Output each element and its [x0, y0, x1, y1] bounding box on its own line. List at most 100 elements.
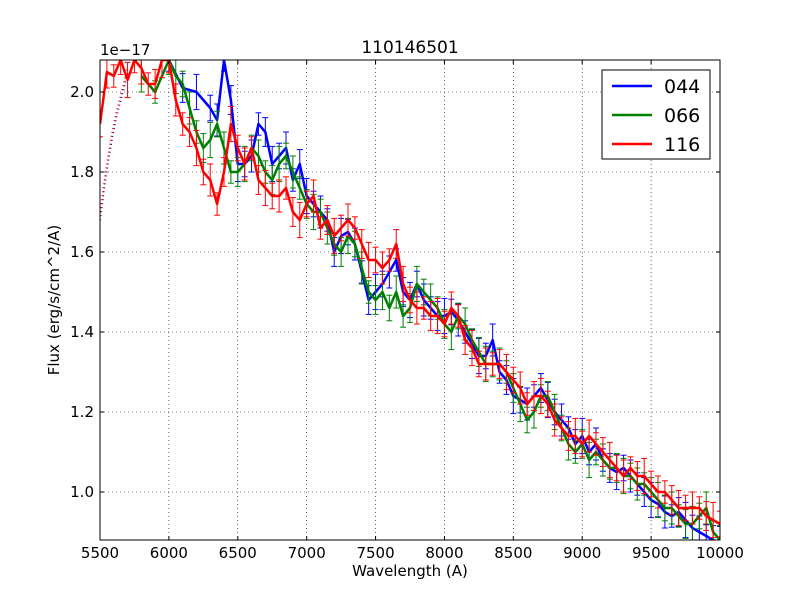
data-point — [140, 67, 143, 69]
data-point — [209, 179, 212, 181]
data-point — [422, 307, 425, 309]
data-point — [257, 123, 260, 125]
data-point — [684, 523, 687, 525]
data-point — [664, 491, 666, 493]
data-point — [478, 363, 480, 365]
data-point — [615, 467, 618, 469]
data-point — [526, 403, 528, 405]
data-point — [209, 107, 212, 109]
data-point — [181, 123, 184, 125]
legend-label-044: 044 — [664, 76, 700, 98]
data-point — [698, 507, 701, 509]
data-point — [395, 291, 398, 293]
data-point — [257, 155, 260, 157]
data-point — [567, 435, 570, 437]
x-axis-label: Wavelength (A) — [352, 562, 468, 580]
data-point — [588, 459, 590, 461]
data-point — [691, 507, 694, 509]
x-tick-label: 6000 — [150, 544, 188, 562]
data-point — [588, 435, 590, 437]
data-point — [629, 467, 632, 469]
legend-label-116: 116 — [664, 134, 700, 156]
y-tick-label: 1.6 — [70, 243, 94, 261]
axes-frame — [99, 59, 721, 541]
data-point — [202, 147, 205, 149]
data-point — [484, 363, 487, 365]
data-point — [236, 171, 239, 173]
data-point — [340, 251, 342, 253]
data-point — [106, 71, 108, 73]
data-point — [416, 283, 418, 285]
data-point — [374, 299, 377, 301]
data-point — [174, 99, 177, 101]
data-point — [188, 131, 191, 133]
data-point — [271, 163, 274, 165]
data-point — [677, 507, 680, 509]
y-tick-label: 1.0 — [70, 483, 94, 501]
x-tick-label: 5500 — [81, 544, 119, 562]
data-point — [202, 171, 205, 173]
data-point — [360, 243, 363, 245]
data-point — [354, 227, 356, 229]
data-point — [298, 187, 301, 189]
data-point — [643, 475, 646, 477]
data-point — [684, 507, 687, 509]
data-point — [657, 491, 659, 493]
data-point — [230, 171, 232, 173]
x-tick-label: 7000 — [288, 544, 326, 562]
data-point — [257, 179, 260, 181]
data-point — [491, 339, 494, 341]
data-point — [457, 315, 460, 317]
data-point — [181, 83, 184, 85]
data-point — [505, 371, 508, 373]
y-tick-label: 1.2 — [70, 403, 94, 421]
data-point — [216, 203, 218, 205]
data-point — [705, 535, 708, 537]
legend-label-066: 066 — [664, 105, 700, 127]
x-tick-label: 6500 — [219, 544, 257, 562]
y-offset-text: 1e−17 — [100, 41, 150, 59]
data-point — [209, 139, 212, 141]
data-point — [154, 83, 156, 85]
data-point — [147, 83, 150, 85]
data-point — [319, 211, 322, 213]
data-point — [622, 475, 625, 477]
data-point — [278, 163, 280, 165]
data-point — [595, 443, 597, 445]
data-point — [216, 123, 218, 125]
data-point — [230, 123, 232, 125]
data-point — [312, 195, 315, 197]
legend: 044 066 116 — [601, 69, 711, 160]
y-tick-label: 1.4 — [70, 323, 94, 341]
data-point — [450, 307, 453, 309]
data-point — [285, 187, 287, 189]
data-point — [471, 347, 473, 349]
data-point — [354, 243, 356, 245]
data-point — [560, 427, 563, 429]
data-point — [698, 531, 701, 533]
data-point — [636, 475, 639, 477]
data-point — [271, 195, 274, 197]
data-point — [195, 91, 198, 93]
data-point — [395, 259, 398, 261]
x-tick-label: 9000 — [563, 544, 601, 562]
data-point — [402, 315, 404, 317]
data-point — [574, 435, 577, 437]
data-point — [374, 259, 377, 261]
data-point — [326, 219, 329, 221]
data-point — [429, 299, 432, 301]
data-point — [388, 259, 391, 261]
extrapolation-dotted-line — [100, 71, 129, 221]
data-point — [581, 443, 584, 445]
data-point — [278, 195, 280, 197]
data-point — [422, 291, 425, 293]
data-point — [498, 363, 501, 365]
data-point — [367, 259, 370, 261]
ticks: 5500 6000 6500 7000 7500 8000 8500 9000 9500 1000… — [70, 60, 744, 562]
data-point — [436, 315, 439, 317]
data-point — [670, 499, 673, 501]
x-tick-label: 7500 — [356, 544, 394, 562]
data-point — [195, 147, 198, 149]
data-point — [360, 267, 363, 269]
